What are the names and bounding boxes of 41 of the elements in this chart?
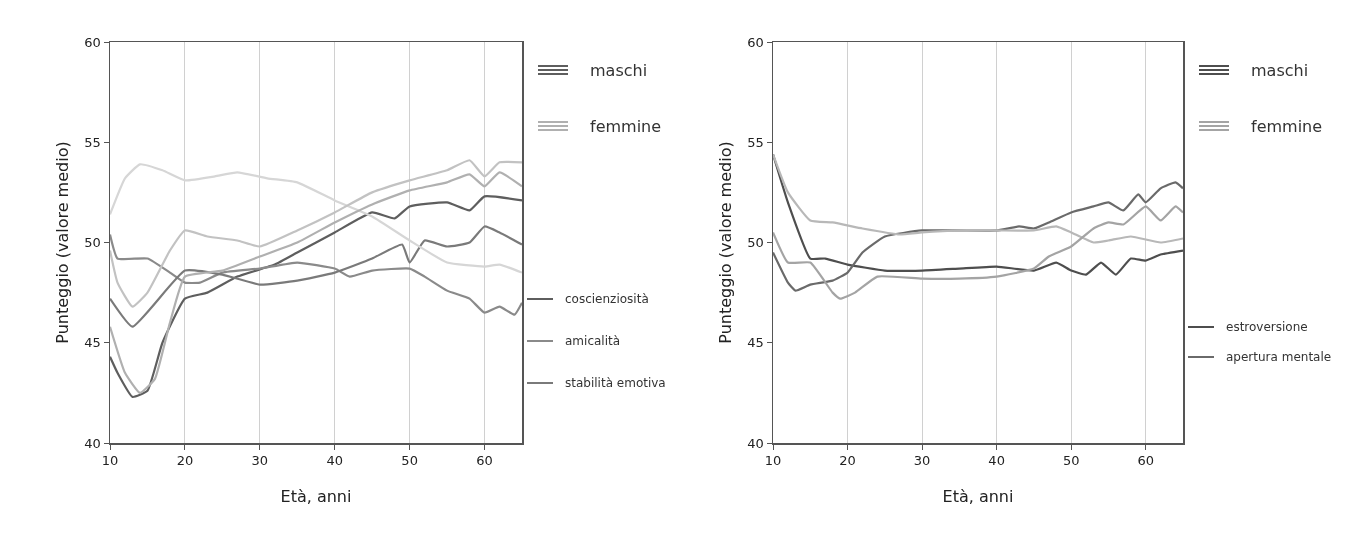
x-tick-label: 20 [176, 453, 194, 469]
x-tick-label: 60 [476, 453, 493, 469]
text: coscienziosità [565, 292, 649, 306]
y-axis-title: Punteggio (valore medio) [52, 141, 72, 344]
y-tick-label: 45 [84, 335, 101, 351]
line-series [110, 225, 522, 328]
y-tick-label: 55 [747, 134, 764, 150]
text: femmine [590, 117, 662, 136]
x-tick-label: 50 [1062, 453, 1080, 469]
text: amicalità [565, 334, 621, 348]
y-tick-label: 40 [747, 435, 764, 451]
text: apertura mentale [1226, 350, 1332, 364]
text: stabilità emotiva [565, 376, 666, 390]
line-series [110, 159, 522, 308]
y-tick-label: 60 [84, 34, 101, 50]
x-tick-label: 10 [764, 453, 782, 469]
y-axis-title: Punteggio (valore medio) [715, 141, 735, 344]
x-tick-label: 50 [401, 453, 418, 469]
x-tick-label: 20 [839, 453, 856, 469]
y-tick-label: 55 [84, 134, 101, 150]
text: maschi [1251, 61, 1309, 80]
x-axis-title: Età, anni [942, 486, 1014, 506]
y-tick-label: 45 [747, 335, 764, 351]
line-series [773, 153, 1183, 244]
x-axis-title: Età, anni [280, 486, 352, 506]
y-tick-label: 50 [747, 235, 764, 251]
line-series [110, 233, 522, 316]
x-tick-label: 40 [988, 453, 1005, 469]
text: estroversione [1226, 320, 1308, 334]
y-tick-label: 50 [84, 235, 101, 251]
x-tick-label: 30 [913, 453, 931, 469]
line-series [773, 181, 1183, 292]
y-tick-label: 60 [747, 34, 764, 50]
x-tick-label: 40 [326, 453, 343, 469]
x-tick-label: 30 [251, 453, 269, 469]
x-tick-label: 10 [101, 453, 119, 469]
y-tick-label: 40 [84, 435, 101, 451]
line-series [773, 205, 1183, 300]
text: maschi [590, 61, 648, 80]
x-tick-label: 60 [1137, 453, 1154, 469]
text: femmine [1251, 117, 1323, 136]
